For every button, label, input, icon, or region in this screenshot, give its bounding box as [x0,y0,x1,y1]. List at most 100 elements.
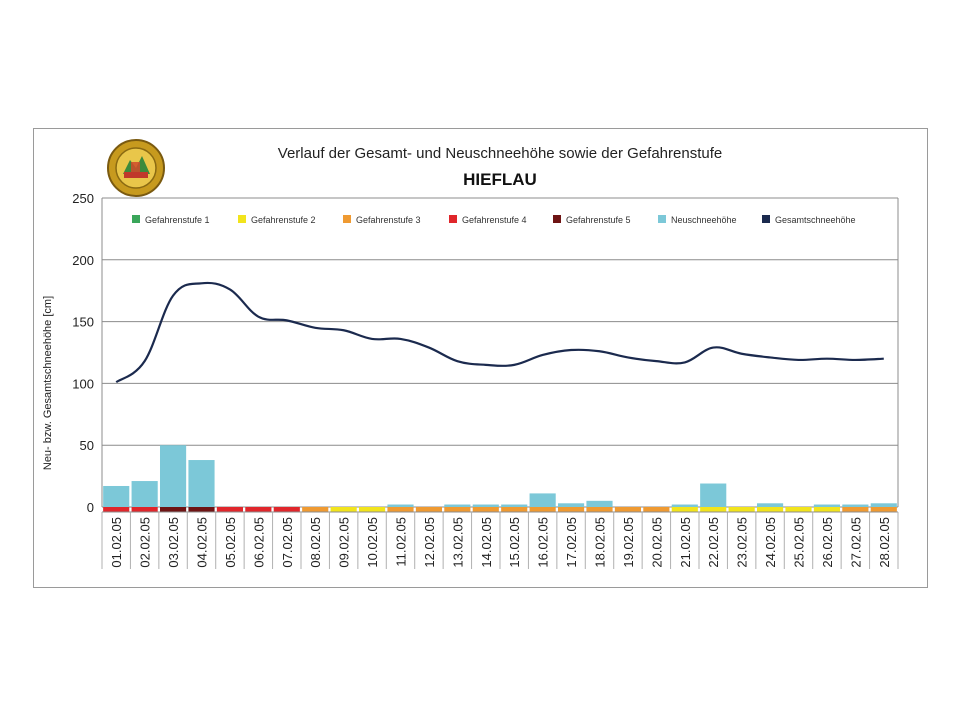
neuschnee-bar [529,493,556,507]
danger-level-bar [330,507,357,512]
neuschnee-bar [444,504,471,507]
danger-level-bar [415,507,443,512]
x-tick-label: 16.02.05 [536,517,551,568]
y-axis-label: Neu- bzw. Gesamtschneehöhe [cm] [42,296,54,470]
neuschnee-bar [586,500,613,507]
y-axis: 0 50 100 150 200 250 [72,191,94,515]
neuschnee-bar [671,504,698,507]
danger-level-bar [700,507,727,512]
legend-label: Gefahrenstufe 3 [356,215,421,225]
x-tick-label: 14.02.05 [479,517,494,568]
danger-level-bar [614,507,642,512]
x-tick-label: 12.02.05 [422,517,437,568]
danger-level-bar [273,507,300,512]
x-tick-label: 03.02.05 [166,517,181,568]
x-tick-label: 24.02.05 [763,517,778,568]
danger-level-bar [785,507,812,512]
legend-swatch [132,215,140,223]
danger-level-bar [103,507,130,512]
gesamtschnee-line-path [115,281,884,384]
legend-label: Gefahrenstufe 5 [566,215,631,225]
danger-level-bar [188,507,215,512]
x-tick-label: 02.02.05 [138,517,153,568]
neuschnee-bar [756,503,784,507]
x-tick-label: 11.02.05 [394,517,409,567]
y-tick-label: 100 [72,376,94,391]
legend-label: Gefahrenstufe 4 [462,215,527,225]
x-tick-label: 19.02.05 [621,517,636,568]
neuschnee-bar [472,504,499,507]
neuschnee-bar [813,504,841,507]
x-axis: 01.02.05 02.02.05 03.02.05 04.02.05 05.02.05… [101,511,899,569]
x-tick-label: 28.02.05 [877,517,892,568]
x-tick-label: 09.02.05 [337,517,352,568]
danger-level-bar [159,507,187,512]
organization-logo [106,138,166,203]
x-tick-label: 20.02.05 [649,517,664,568]
x-tick-label: 15.02.05 [507,517,522,568]
neuschnee-bars [103,445,897,507]
neuschnee-bar [131,481,158,507]
danger-level-bar [131,507,158,512]
danger-level-bar [756,507,784,512]
x-tick-label: 26.02.05 [820,517,835,568]
x-tick-label: 18.02.05 [593,517,608,568]
legend-label: Neuschneehöhe [671,215,737,225]
legend-swatch [762,215,770,223]
x-tick-label: 17.02.05 [564,517,579,568]
danger-level-bar [302,507,329,512]
danger-level-bar [387,507,414,512]
legend-label: Gefahrenstufe 2 [251,215,316,225]
y-tick-label: 250 [72,191,94,206]
x-tick-label: 23.02.05 [735,517,750,568]
gesamtschnee-line [115,281,884,384]
danger-level-bar [216,507,244,512]
danger-level-bar [358,507,386,512]
x-tick-label: 01.02.05 [109,517,124,568]
x-tick-label: 25.02.05 [792,517,807,568]
neuschnee-bar [387,504,414,507]
danger-level-bar [813,507,841,512]
x-tick-label: 27.02.05 [848,517,863,568]
neuschnee-bar [870,503,897,507]
y-tick-label: 150 [72,315,94,330]
danger-level-bar [557,507,585,512]
danger-level-bar [643,507,670,512]
legend-swatch [449,215,457,223]
x-tick-label: 06.02.05 [251,517,266,568]
danger-level-bar [472,507,499,512]
neuschnee-bar [103,485,130,507]
neuschnee-bar [501,504,528,507]
chart-title: Verlauf der Gesamt- und Neuschneehöhe so… [277,145,723,162]
y-tick-label: 50 [80,438,94,453]
danger-level-bar [529,507,556,512]
danger-level-bar [501,507,528,512]
grid-lines [101,197,899,508]
y-tick-label: 0 [87,500,94,515]
x-tick-label: 04.02.05 [195,517,210,568]
legend-swatch [658,215,666,223]
x-tick-label: 08.02.05 [308,517,323,568]
x-tick-label: 05.02.05 [223,517,238,568]
neuschnee-bar [842,504,869,507]
danger-level-bar [870,507,897,512]
neuschnee-bar [159,445,187,507]
neuschnee-bar [557,503,585,507]
x-tick-label: 07.02.05 [280,517,295,568]
danger-level-bar [245,507,272,512]
chart-subtitle: HIEFLAU [463,170,537,189]
x-tick-label: 21.02.05 [678,517,693,568]
legend-swatch [238,215,246,223]
x-tick-label: 13.02.05 [450,517,465,568]
legend-label: Gesamtschneehöhe [775,215,856,225]
danger-level-bars [103,507,897,512]
danger-level-bar [671,507,698,512]
neuschnee-bar [700,483,727,507]
legend: Gefahrenstufe 1 Gefahrenstufe 2 Gefahrenst… [132,215,856,225]
danger-level-bar [586,507,613,512]
legend-swatch [343,215,351,223]
x-tick-label: 10.02.05 [365,517,380,568]
danger-level-bar [444,507,471,512]
y-tick-label: 200 [72,253,94,268]
